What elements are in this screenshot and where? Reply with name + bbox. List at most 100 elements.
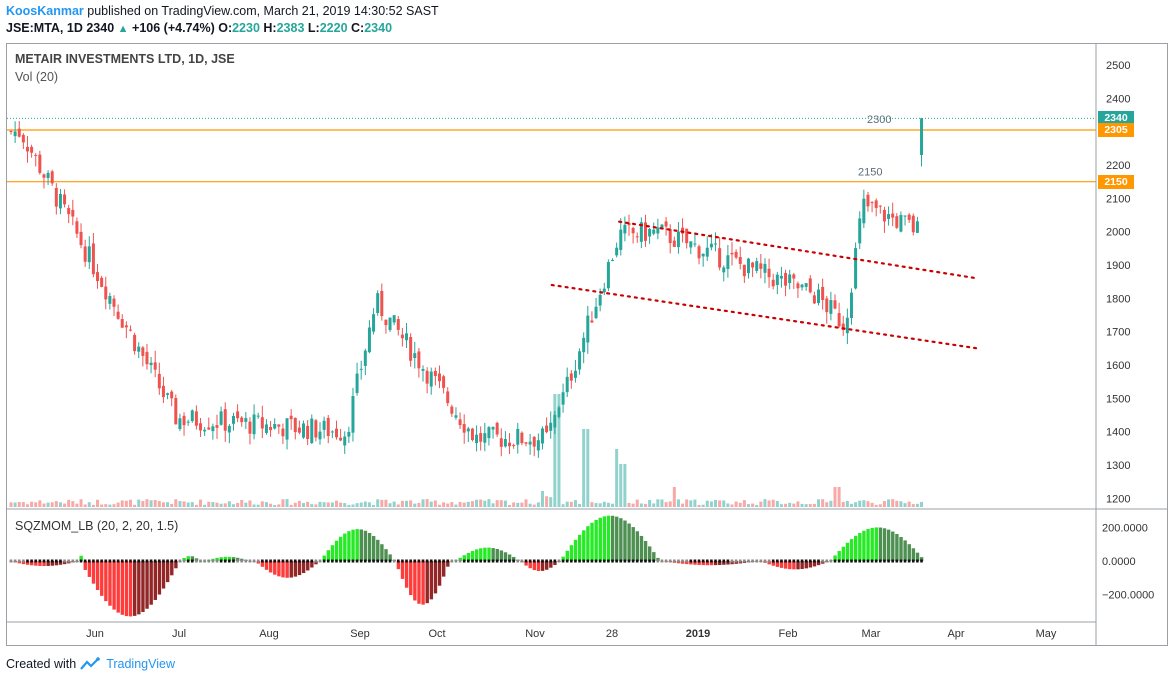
volume-bar [248, 500, 252, 507]
volume-bar [120, 500, 124, 507]
volume-bar [314, 504, 318, 507]
volume-bar [681, 503, 685, 507]
volume-bar [133, 504, 137, 507]
squeeze-dot [475, 559, 478, 563]
momentum-bar [474, 549, 479, 561]
candle-body [475, 434, 479, 444]
candle-body [306, 425, 310, 439]
volume-bar [911, 504, 915, 507]
squeeze-dot [689, 559, 693, 563]
squeeze-dot [71, 559, 75, 563]
candle-body [845, 317, 849, 334]
volume-bar [409, 500, 413, 507]
candle-body [240, 417, 244, 423]
candle-body [718, 248, 722, 268]
candle-body [763, 263, 767, 273]
candle-body [166, 393, 170, 395]
squeeze-dot [462, 559, 466, 563]
chart-frame[interactable] [6, 43, 1168, 646]
volume-bar [849, 503, 853, 507]
momentum-bar [363, 530, 368, 561]
momentum-bar [895, 534, 899, 561]
volume-bar [240, 500, 244, 507]
volume-bar [709, 501, 713, 507]
author-link[interactable]: KoosKanmar [6, 4, 84, 18]
candle-body [462, 424, 466, 433]
momentum-bar [165, 561, 170, 583]
momentum-bar [95, 561, 100, 590]
squeeze-dot [813, 559, 816, 563]
candle-body [182, 415, 186, 426]
momentum-bar [586, 526, 590, 561]
candle-body [46, 172, 50, 179]
squeeze-dot [434, 559, 437, 563]
candle-body [30, 146, 34, 153]
momentum-bar [62, 561, 67, 565]
candle-body [895, 216, 899, 228]
volume-bar [433, 500, 437, 507]
indicator-tick-label: 200.0000 [1102, 522, 1148, 534]
candle-body [277, 424, 281, 427]
candle-body [248, 421, 252, 434]
momentum-bar [343, 533, 347, 561]
volume-bar [227, 501, 231, 507]
squeeze-dot [244, 559, 248, 563]
momentum-bar [804, 561, 808, 569]
candle-body [536, 440, 540, 451]
momentum-bar [289, 561, 293, 578]
momentum-bar [499, 550, 504, 561]
symbol-info: JSE:MTA, 1D 2340 ▲ +106 (+4.74%) O:2230 … [6, 21, 392, 35]
candle-body [437, 373, 441, 382]
volume-bar [466, 501, 470, 507]
squeeze-dot [656, 559, 660, 563]
candle-body [297, 427, 301, 433]
candle-body [578, 351, 582, 370]
squeeze-dot [677, 559, 680, 563]
momentum-bar [788, 561, 792, 570]
candle-body [334, 428, 338, 438]
volume-bar [668, 501, 672, 507]
volume-bar [907, 501, 911, 507]
squeeze-dot [166, 559, 169, 563]
tradingview-brand[interactable]: TradingView [106, 657, 175, 671]
volume-bar [446, 503, 450, 507]
candle-body [602, 288, 606, 293]
volume-bar [594, 503, 598, 507]
momentum-bar [507, 554, 512, 561]
volume-bar [833, 487, 837, 507]
volume-bar [380, 499, 384, 507]
candle-body [429, 371, 433, 387]
candle-body [392, 315, 396, 323]
momentum-bar [656, 557, 660, 561]
squeeze-dot [50, 559, 54, 563]
volume-bar [273, 504, 277, 507]
squeeze-dot [450, 559, 454, 563]
candle-body [153, 362, 157, 370]
momentum-bar [779, 561, 784, 568]
squeeze-dot [710, 559, 713, 563]
last-price: 2340 [86, 21, 115, 35]
momentum-bar [91, 561, 96, 584]
momentum-bar [911, 548, 916, 561]
squeeze-dot [738, 559, 742, 563]
momentum-bar [619, 518, 623, 561]
momentum-bar [577, 534, 582, 561]
candle-body [619, 229, 623, 250]
momentum-bar [219, 557, 223, 561]
candle-body [42, 174, 46, 178]
volume-bar [495, 500, 499, 507]
candle-body [367, 327, 371, 353]
candle-body [236, 411, 240, 419]
squeeze-dot [804, 559, 808, 563]
volume-bar [771, 499, 775, 507]
momentum-bar [590, 522, 594, 561]
volume-bar [236, 502, 240, 507]
level-label-2300: 2300 [867, 114, 891, 126]
candle-body [870, 202, 874, 204]
squeeze-dot [129, 559, 132, 563]
squeeze-dot [635, 559, 639, 563]
squeeze-dot [376, 559, 379, 563]
squeeze-dot [615, 559, 618, 563]
squeeze-dot [722, 559, 726, 563]
